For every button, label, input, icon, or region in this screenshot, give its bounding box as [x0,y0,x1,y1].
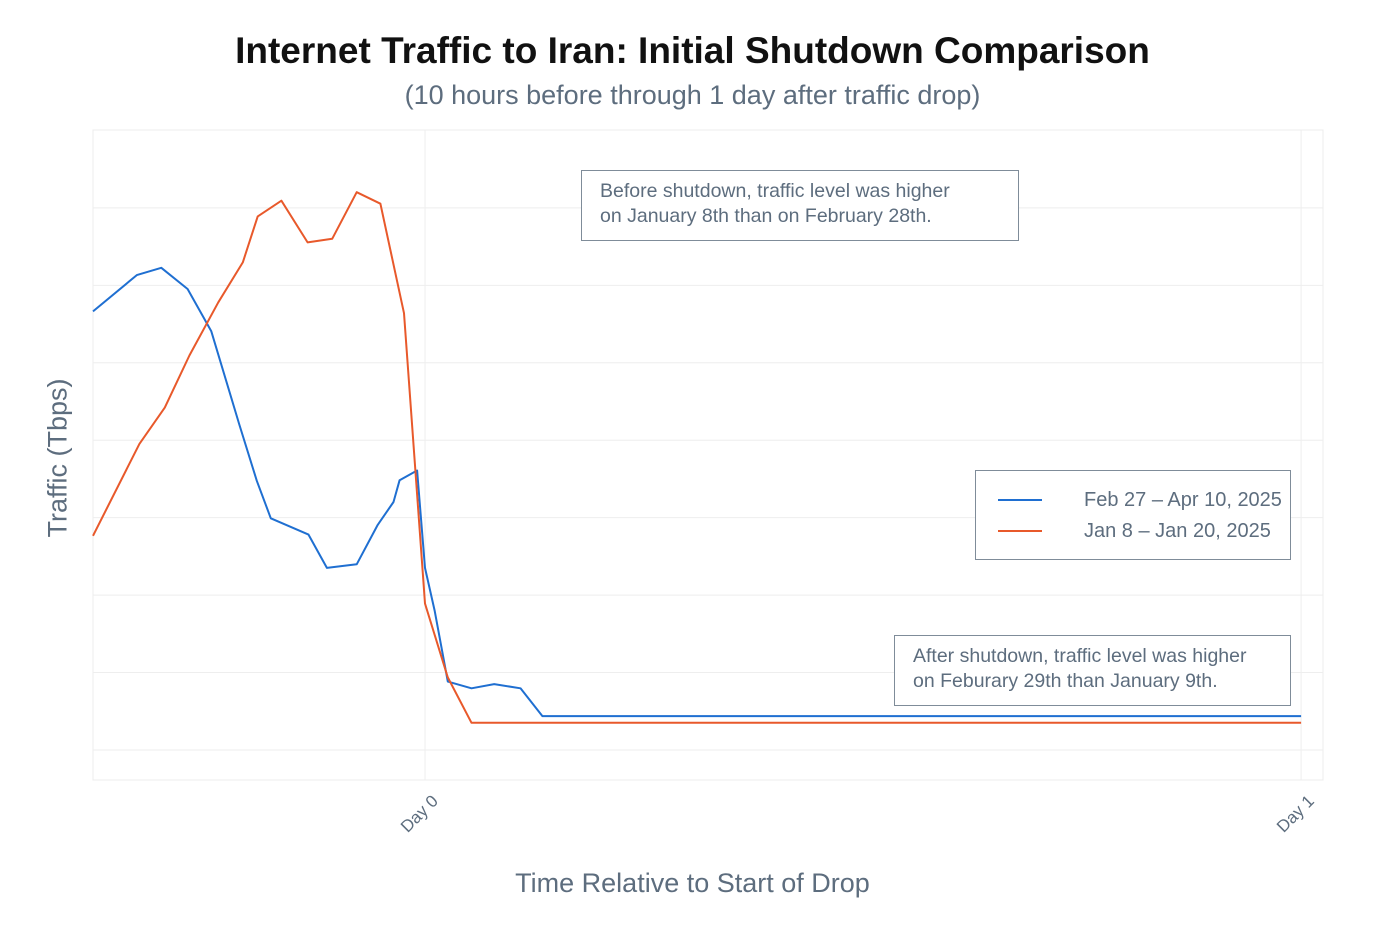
x-tick-label: Day 0 [397,791,442,836]
y-axis-title: Traffic (Tbps) [42,378,73,538]
legend-label-jan: Jan 8 – Jan 20, 2025 [1084,519,1271,542]
legend-swatch-feb [998,499,1042,501]
legend-item-jan[interactable]: Jan 8 – Jan 20, 2025 [998,518,1271,544]
x-tick-labels: Day 0 Day 1 [397,791,1318,836]
annotation-line: on January 8th than on February 28th. [600,205,932,227]
plot-border [92,129,1324,781]
x-tick-label: Day 1 [1273,791,1318,836]
annotation-line: After shutdown, traffic level was higher [913,645,1247,667]
legend-swatch-jan [998,530,1042,532]
x-axis-title: Time Relative to Start of Drop [515,868,870,898]
annotation-before-shutdown: Before shutdown, traffic level was highe… [581,170,1019,241]
legend-label-feb: Feb 27 – Apr 10, 2025 [1084,488,1282,511]
series-lines [92,191,1302,724]
chart-subtitle: (10 hours before through 1 day after tra… [404,80,981,110]
annotation-line: Before shutdown, traffic level was highe… [600,180,950,202]
legend: Feb 27 – Apr 10, 2025 Jan 8 – Jan 20, 20… [975,470,1291,560]
chart-title: Internet Traffic to Iran: Initial Shutdo… [235,30,1150,71]
legend-item-feb[interactable]: Feb 27 – Apr 10, 2025 [998,487,1282,513]
annotation-line: on Feburary 29th than January 9th. [913,670,1218,692]
annotation-after-shutdown: After shutdown, traffic level was higher… [894,635,1291,706]
series-line-jan[interactable] [92,191,1302,724]
